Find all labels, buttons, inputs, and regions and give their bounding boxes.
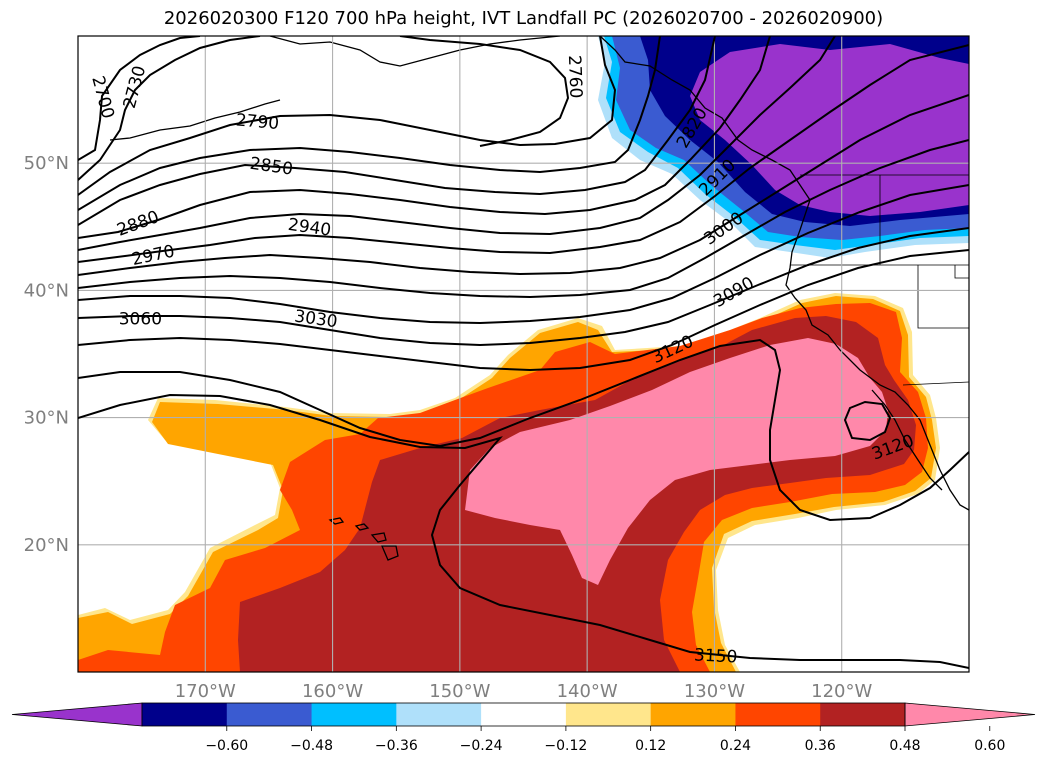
contour-2730 — [78, 36, 261, 181]
colorbar-label-7: 0.36 — [805, 738, 836, 754]
colorbar-label-1: −0.48 — [290, 738, 333, 754]
contour-2970 — [78, 94, 969, 276]
contour-3120-main — [78, 338, 969, 522]
coast-hawaii-big-island — [381, 545, 399, 561]
coast-baja — [871, 389, 943, 491]
contour-label-3: 2790 — [235, 110, 280, 134]
fill-gt0.60 — [465, 338, 888, 585]
colorbar-label-5: 0.12 — [635, 738, 666, 754]
lat-label-3: 50°N — [24, 153, 69, 174]
contour-3150 — [78, 393, 969, 669]
colorbar-segment-1 — [226, 703, 313, 726]
colorbar-segment-6 — [650, 703, 736, 726]
colorbar-label-8: 0.48 — [889, 738, 920, 754]
colorbar-label-0: −0.60 — [205, 738, 248, 754]
colorbar-label-4: −0.12 — [544, 738, 587, 754]
contour-2760 — [399, 36, 570, 147]
gridlines — [78, 36, 969, 672]
longitude-labels: 170°W 160°W 150°W 140°W 130°W 120°W — [175, 681, 873, 702]
coast-alaska — [269, 36, 561, 67]
contour-2790 — [78, 36, 617, 196]
figure-title: 2026020300 F120 700 hPa height, IVT Land… — [163, 8, 884, 29]
colorbar-segment-0 — [142, 703, 228, 726]
colorbar-label-3: −0.24 — [460, 738, 503, 754]
ivt-positive-fill — [78, 293, 940, 672]
contour-2940 — [78, 44, 969, 263]
map-frame — [77, 35, 970, 673]
coast-hawaii-1 — [328, 517, 345, 525]
contour-label-text: 2790 — [235, 110, 280, 134]
lon-label-5: 120°W — [811, 681, 872, 702]
colorbar: −0.60 −0.48 −0.36 −0.24 −0.12 0.12 0.24 0.36 0.4… — [11, 702, 1036, 754]
lon-label-2: 150°W — [429, 681, 490, 702]
colorbar-segment-2 — [311, 703, 397, 726]
lat-label-0: 20°N — [24, 535, 69, 556]
coast-aleutians — [109, 99, 281, 141]
colorbar-segment-8 — [820, 703, 906, 726]
borders — [790, 174, 969, 386]
coast-hawaii-3 — [370, 532, 387, 543]
coast-hawaii-2 — [354, 523, 370, 531]
contour-3120-small — [843, 400, 892, 442]
colorbar-frame — [141, 702, 906, 727]
contour-3090 — [78, 249, 969, 372]
contour-2700 — [78, 36, 201, 161]
lat-label-2: 40°N — [24, 280, 69, 301]
contour-2820 — [78, 36, 661, 211]
contour-2850 — [78, 36, 716, 226]
border-us-mexico — [902, 381, 969, 386]
contour-2880 — [78, 36, 771, 239]
lat-label-1: 30°N — [24, 408, 69, 429]
colorbar-extend-high — [904, 702, 1036, 727]
contour-3000 — [78, 139, 969, 299]
fill-lt-neg0.60 — [690, 44, 969, 216]
contour-label-text: 2760 — [564, 55, 585, 99]
contour-label-text: 3150 — [694, 645, 738, 667]
lon-label-1: 160°W — [302, 681, 363, 702]
latitude-labels: 20°N 30°N 40°N 50°N — [24, 153, 69, 556]
colorbar-segment-7 — [735, 703, 821, 726]
coast-north-america — [599, 36, 969, 511]
lon-label-0: 170°W — [175, 681, 236, 702]
colorbar-segment-3 — [396, 703, 482, 726]
colorbar-label-9: 0.60 — [974, 738, 1005, 754]
colorbar-label-6: 0.24 — [720, 738, 751, 754]
colorbar-segment-5 — [565, 703, 652, 726]
lon-label-3: 140°W — [557, 681, 618, 702]
contour-label-12: 3060 — [119, 309, 162, 329]
colorbar-label-2: −0.36 — [375, 738, 418, 754]
contour-label-16: 3150 — [694, 645, 738, 667]
contour-3060 — [78, 227, 969, 347]
contour-2910 — [78, 36, 836, 251]
height-contours — [78, 36, 969, 669]
lon-label-4: 130°W — [684, 681, 745, 702]
contour-3030 — [78, 184, 969, 325]
border-state-4 — [954, 265, 969, 279]
contour-label-2: 2760 — [564, 55, 585, 99]
border-state-2 — [917, 265, 969, 329]
colorbar-segment-4 — [481, 703, 567, 726]
colorbar-extend-low — [11, 702, 143, 727]
coastlines — [109, 36, 969, 561]
contour-label-text: 3060 — [119, 309, 162, 329]
